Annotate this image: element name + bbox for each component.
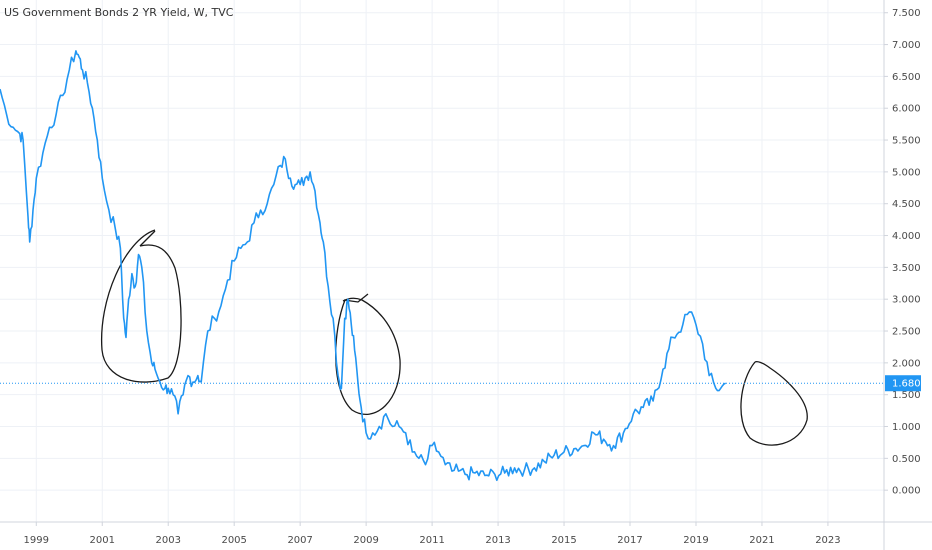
x-tick-label: 2013	[485, 535, 510, 546]
y-tick-label: 2.500	[892, 327, 921, 338]
x-tick-label: 2003	[155, 535, 180, 546]
series-line	[0, 50, 727, 482]
grid-layer	[0, 0, 884, 522]
y-tick-label: 7.500	[892, 8, 921, 19]
x-tick-label: 2011	[419, 535, 444, 546]
x-tick-label: 2001	[90, 535, 115, 546]
last-price-label: 1.680	[892, 379, 921, 390]
y-tick-label: 1.000	[892, 422, 921, 433]
x-tick-label: 2017	[617, 535, 642, 546]
y-tick-label: 5.000	[892, 167, 921, 178]
y-tick-label: 4.500	[892, 199, 921, 210]
y-tick-label: 0.000	[892, 486, 921, 497]
chart-title: US Government Bonds 2 YR Yield, W, TVC	[4, 6, 234, 19]
x-tick-label: 2009	[353, 535, 378, 546]
annotation-circle	[335, 297, 401, 416]
x-tick-label: 2023	[815, 535, 840, 546]
y-tick-label: 6.500	[892, 72, 921, 83]
x-tick-label: 1999	[24, 535, 49, 546]
annotation-circle	[100, 229, 182, 383]
annotation-circle	[740, 361, 808, 446]
y-tick-label: 5.500	[892, 136, 921, 147]
x-tick-label: 2019	[683, 535, 708, 546]
y-tick-label: 2.000	[892, 358, 921, 369]
y-tick-label: 0.500	[892, 454, 921, 465]
last-price-tag	[885, 375, 921, 392]
x-tick-label: 2021	[749, 535, 774, 546]
y-tick-label: 3.500	[892, 263, 921, 274]
y-tick-label: 7.000	[892, 40, 921, 51]
x-tick-label: 2007	[287, 535, 312, 546]
y-tick-label: 1.500	[892, 390, 921, 401]
y-tick-label: 3.000	[892, 295, 921, 306]
series-layer	[0, 50, 727, 482]
x-tick-label: 2005	[221, 535, 246, 546]
y-tick-label: 6.000	[892, 104, 921, 115]
x-tick-label: 2015	[551, 535, 576, 546]
annotation-mark	[139, 230, 156, 247]
y-tick-label: 4.000	[892, 231, 921, 242]
